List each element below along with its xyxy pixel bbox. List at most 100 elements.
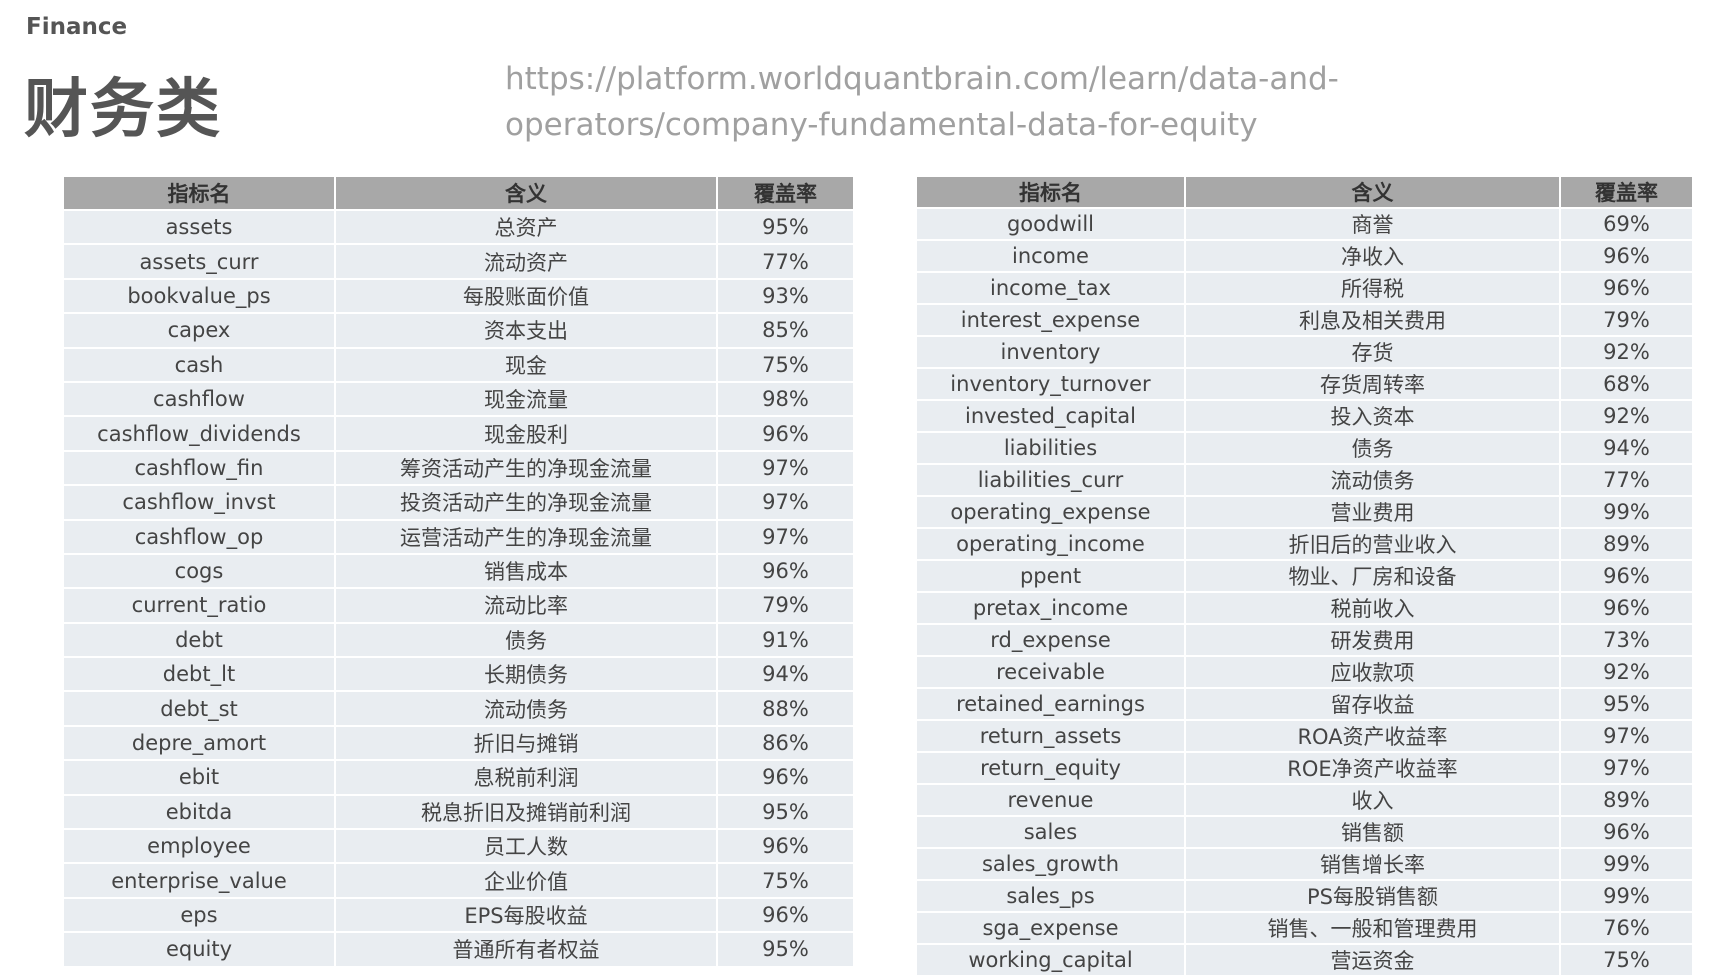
table-cell: 77% [1559,463,1694,497]
table-cell: 物业、厂房和设备 [1184,559,1561,593]
table-cell: 存货 [1184,335,1561,369]
table-cell: 96% [1559,239,1694,273]
table-row: rd_expense 研发费用 73% [915,623,1694,657]
table-cell: 每股账面价值 [334,277,718,315]
table-cell: 97% [716,484,855,521]
table-row: interest_expense 利息及相关费用 79% [915,303,1694,337]
table-row: current_ratio 流动比率 79% [62,587,855,624]
table-row: cashflow 现金流量 98% [62,380,855,418]
table-cell: 资本支出 [334,312,718,349]
source-url: https://platform.worldquantbrain.com/lea… [505,56,1339,148]
table-cell: EPS每股收益 [334,896,718,934]
table-cell: 筹资活动产生的净现金流量 [334,449,718,487]
header-cell: 含义 [334,175,718,211]
table-cell: working_capital [915,943,1186,977]
table-cell: PS每股销售额 [1184,879,1561,913]
table-row: equity 普通所有者权益 95% [62,931,855,968]
table-cell: receivable [915,655,1186,689]
table-row: cashflow_dividends 现金股利 96% [62,415,855,452]
table-row: debt_lt 长期债务 94% [62,656,855,693]
table-row: eps EPS每股收益 96% [62,896,855,934]
table-cell: 95% [1559,687,1694,721]
table-cell: 息税前利润 [334,759,718,796]
table-cell: invested_capital [915,399,1186,433]
table-row: goodwill 商誉 69% [915,207,1694,241]
table-row: debt 债务 91% [62,621,855,659]
table-row: bookvalue_ps 每股账面价值 93% [62,277,855,315]
table-cell: 92% [1559,335,1694,369]
table-cell: ROE净资产收益率 [1184,751,1561,785]
table-cell: inventory [915,335,1186,369]
table-cell: 长期债务 [334,656,718,693]
table-row: return_equity ROE净资产收益率 97% [915,751,1694,785]
table-cell: 98% [716,380,855,418]
header-cell: 覆盖率 [1559,175,1694,209]
table-row: ppent 物业、厂房和设备 96% [915,559,1694,593]
table-cell: 利息及相关费用 [1184,303,1561,337]
table-cell: cashflow_invst [62,484,336,521]
table-row: liabilities 债务 94% [915,431,1694,465]
table-cell: 销售、一般和管理费用 [1184,911,1561,945]
table-cell: return_assets [915,719,1186,753]
table-cell: 75% [1559,943,1694,977]
table-cell: 97% [1559,719,1694,753]
table-cell: 营业费用 [1184,495,1561,529]
table-cell: 86% [716,724,855,762]
table-cell: 76% [1559,911,1694,945]
table-cell: 96% [1559,559,1694,593]
header-row: 指标名 含义 覆盖率 [62,175,855,211]
table-cell: liabilities [915,431,1186,465]
table-cell: 债务 [1184,431,1561,465]
table-cell: 折旧与摊销 [334,724,718,762]
table-cell: 折旧后的营业收入 [1184,527,1561,561]
table-row: ebitda 税息折旧及摊销前利润 95% [62,793,855,831]
table-cell: current_ratio [62,587,336,624]
url-line: operators/company-fundamental-data-for-e… [505,107,1258,143]
table-cell: employee [62,828,336,865]
table-cell: sales_ps [915,879,1186,913]
table-cell: 95% [716,793,855,831]
table-cell: 研发费用 [1184,623,1561,657]
table-cell: 96% [1559,591,1694,625]
table-cell: 96% [716,552,855,590]
table-cell: 收入 [1184,783,1561,817]
table-cell: 96% [716,896,855,934]
table-cell: capex [62,312,336,349]
table-cell: sga_expense [915,911,1186,945]
table-row: retained_earnings 留存收益 95% [915,687,1694,721]
section-label: Finance [26,14,128,40]
table-row: cash 现金 75% [62,346,855,383]
table-cell: operating_expense [915,495,1186,529]
table-row: enterprise_value 企业价值 75% [62,862,855,899]
table-row: return_assets ROA资产收益率 97% [915,719,1694,753]
table-cell: 85% [716,312,855,349]
table-cell: 债务 [334,621,718,659]
table-cell: 69% [1559,207,1694,241]
table-cell: ebit [62,759,336,796]
table-cell: assets_curr [62,243,336,280]
table-cell: sales [915,815,1186,849]
table-cell: bookvalue_ps [62,277,336,315]
table-cell: retained_earnings [915,687,1186,721]
table-cell: 91% [716,621,855,659]
table-row: capex 资本支出 85% [62,312,855,349]
table-row: cashflow_invst 投资活动产生的净现金流量 97% [62,484,855,521]
table-cell: 92% [1559,655,1694,689]
table-cell: 流动债务 [1184,463,1561,497]
table-cell: 96% [716,759,855,796]
table-cell: 99% [1559,495,1694,529]
table-cell: 93% [716,277,855,315]
table-row: depre_amort 折旧与摊销 86% [62,724,855,762]
table-cell: depre_amort [62,724,336,762]
table-cell: 68% [1559,367,1694,401]
table-cell: eps [62,896,336,934]
table-cell: operating_income [915,527,1186,561]
header-cell: 含义 [1184,175,1561,209]
table-row: invested_capital 投入资本 92% [915,399,1694,433]
table-row: employee 员工人数 96% [62,828,855,865]
table-cell: 96% [716,828,855,865]
table-cell: cash [62,346,336,383]
table-row: sales_ps PS每股销售额 99% [915,879,1694,913]
table-cell: equity [62,931,336,968]
